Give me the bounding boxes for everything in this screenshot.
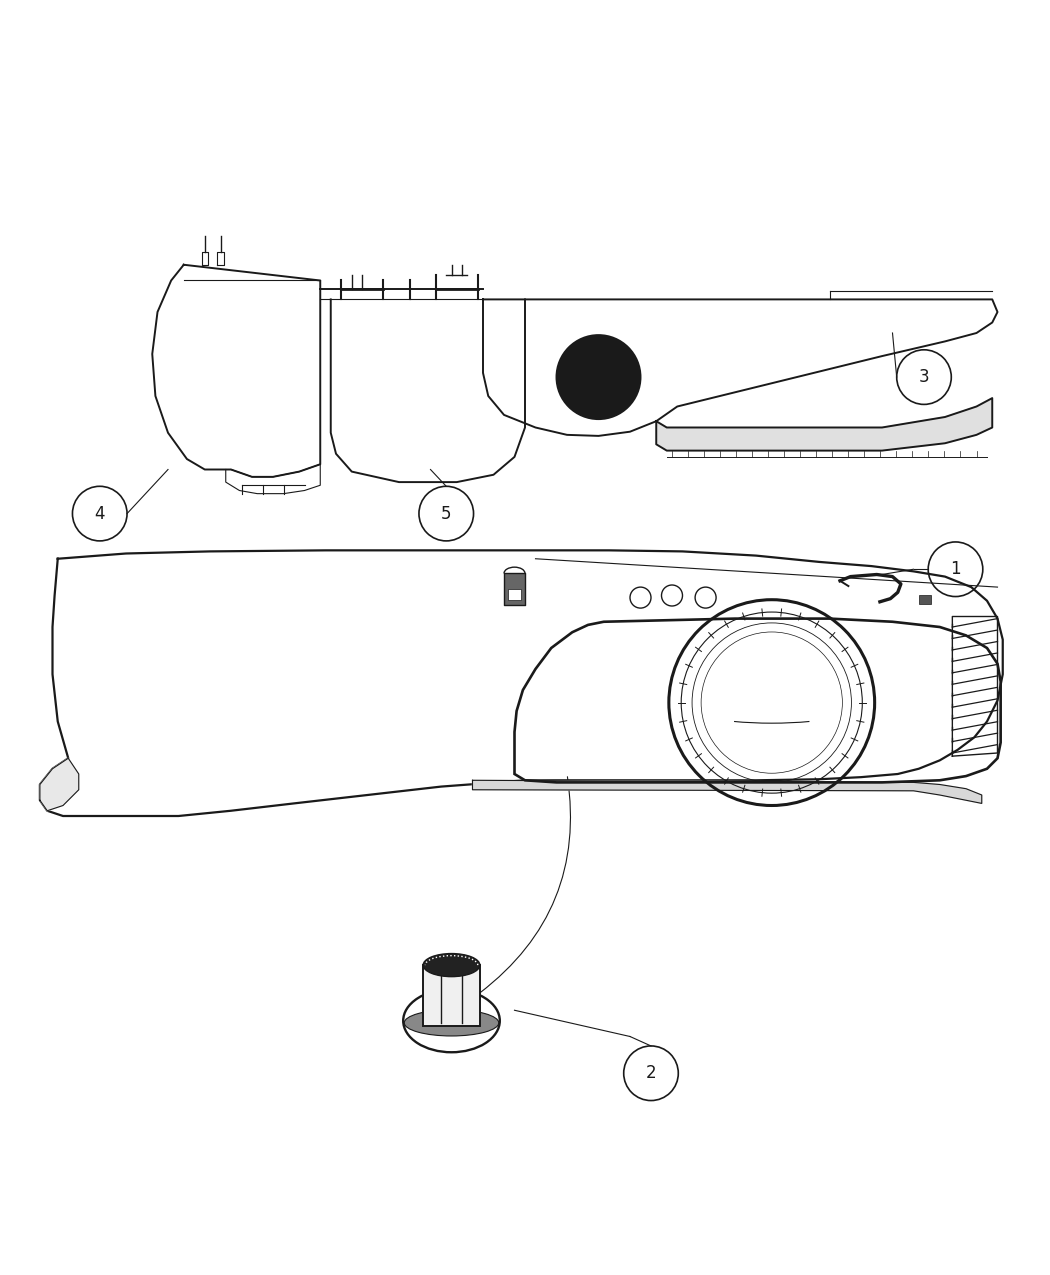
Text: 3: 3 — [919, 368, 929, 386]
Ellipse shape — [423, 954, 480, 977]
Bar — [919, 595, 931, 604]
Ellipse shape — [404, 1010, 499, 1037]
Circle shape — [556, 335, 640, 419]
Bar — [423, 965, 480, 1026]
Text: 2: 2 — [646, 1065, 656, 1082]
Polygon shape — [40, 759, 79, 811]
Polygon shape — [656, 398, 992, 450]
Circle shape — [701, 632, 842, 773]
Polygon shape — [472, 780, 982, 803]
Text: 5: 5 — [441, 505, 452, 523]
Bar — [508, 589, 521, 599]
Bar — [504, 574, 525, 604]
Text: 4: 4 — [94, 505, 105, 523]
Text: 1: 1 — [950, 560, 961, 579]
